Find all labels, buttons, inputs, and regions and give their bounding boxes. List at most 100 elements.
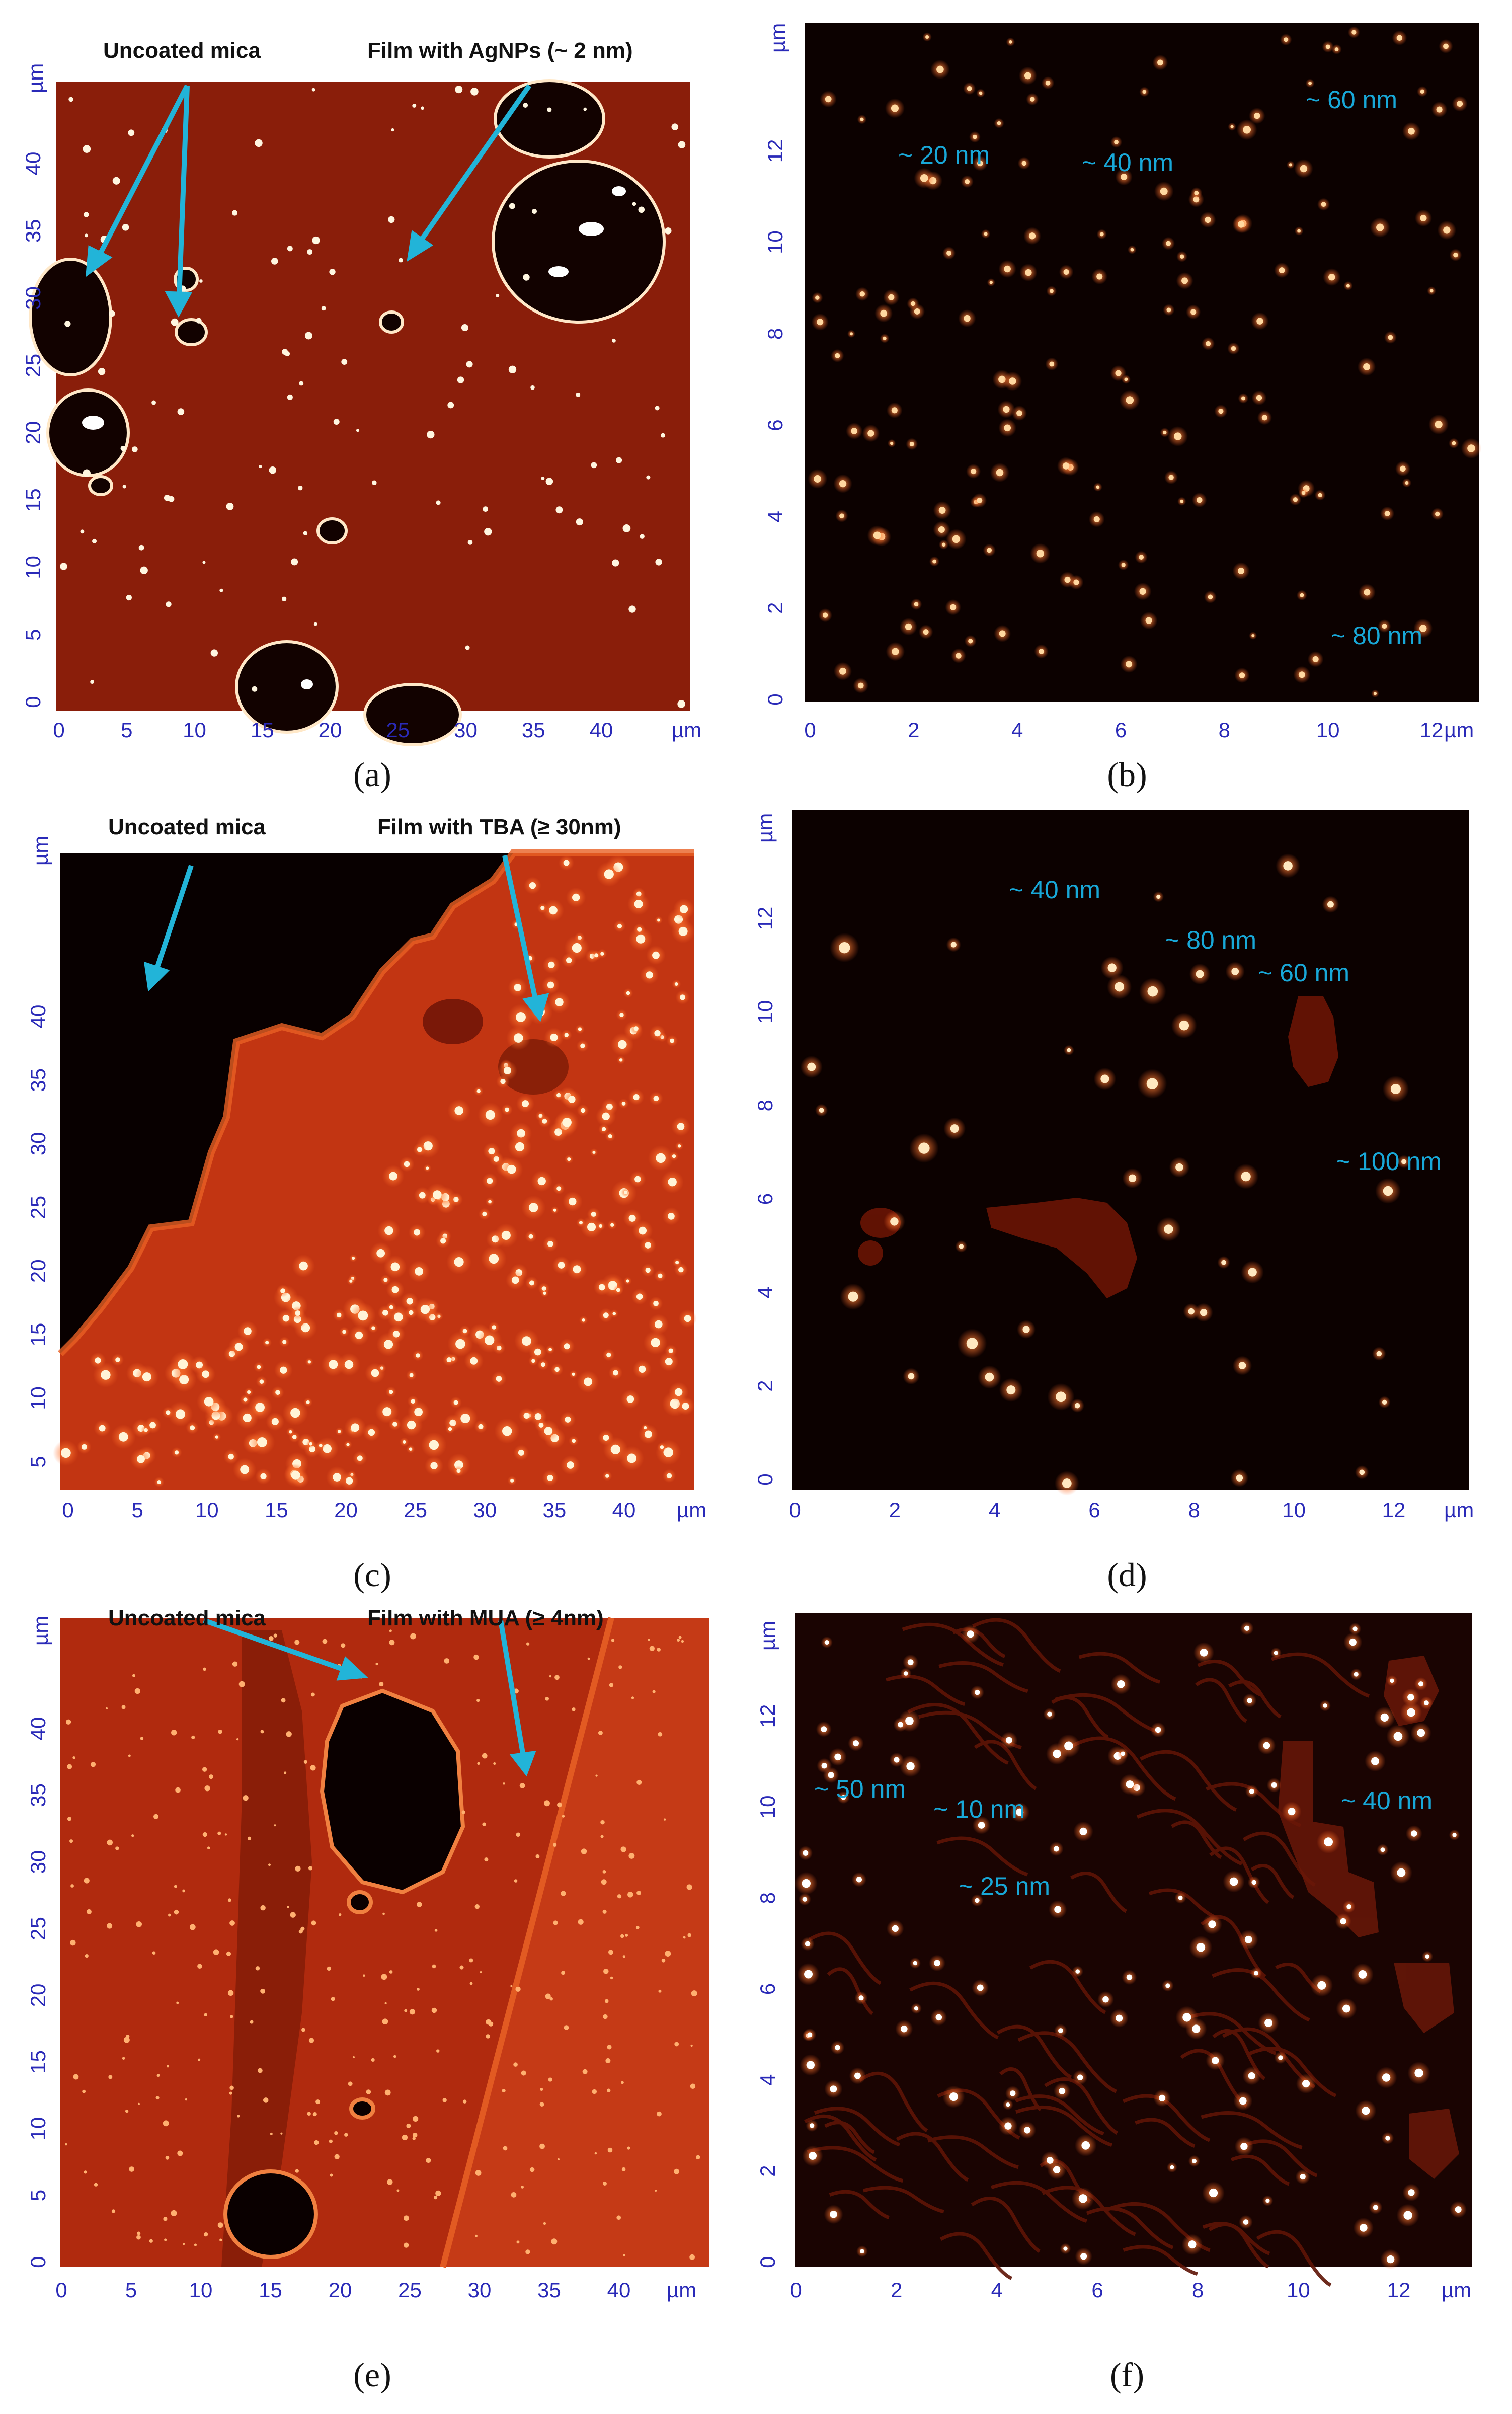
x-tick-label: 10 [1316, 718, 1340, 742]
y-tick-label: 0 [755, 1473, 777, 1485]
panel-d: µm µm ~ 40 nm ~ 80 nm ~ 60 nm ~ 100 nm 0… [753, 805, 1512, 1610]
caption-b: (b) [1107, 755, 1147, 794]
x-tick-label: 30 [473, 1498, 497, 1522]
x-tick-label: 5 [131, 1498, 143, 1522]
x-tick-label: 12 [1382, 1498, 1406, 1522]
y-tick-label: 10 [26, 1386, 50, 1410]
x-tick-label: 30 [454, 718, 478, 742]
y-tick-label: 25 [21, 354, 45, 377]
y-tick-label: 25 [26, 1196, 50, 1219]
y-tick-label: 12 [755, 907, 777, 930]
panel-c: Uncoated mica Film with TBA (≥ 30nm) µm … [0, 805, 755, 1610]
y-tick-label: 5 [21, 629, 45, 641]
x-tick-label: 2 [908, 718, 919, 742]
y-tick-label: 0 [756, 2256, 779, 2268]
y-tick-label: 20 [26, 1259, 50, 1283]
panel-a: Uncoated mica Film with AgNPs (~ 2 nm) µ… [0, 0, 755, 805]
panel-d-figure: µm µm ~ 40 nm ~ 80 nm ~ 60 nm ~ 100 nm 0… [753, 810, 1474, 1522]
x-tick-label: 0 [55, 2278, 67, 2302]
x-tick-label: 6 [1115, 718, 1127, 742]
label-film-a: Film with AgNPs (~ 2 nm) [367, 38, 633, 63]
x-tick-label: 10 [1282, 1498, 1306, 1522]
panel-c-figure: Uncoated mica Film with TBA (≥ 30nm) µm … [26, 815, 706, 1522]
x-tick-label: 0 [790, 2278, 802, 2302]
x-tick-label: 40 [612, 1498, 636, 1522]
y-tick-label: 0 [21, 696, 45, 708]
y-tick-label: 15 [21, 488, 45, 512]
caption-c: (c) [353, 1555, 391, 1594]
x-tick-label: 4 [991, 2278, 1003, 2302]
y-tick-label: 2 [756, 2165, 779, 2176]
x-tick-label: 0 [53, 718, 64, 742]
caption-f: (f) [1110, 2356, 1144, 2394]
y-tick-label: 2 [763, 602, 787, 614]
x-tick-label: 0 [62, 1498, 73, 1522]
size-label-b-2: ~ 40 nm [1082, 148, 1173, 177]
x-tick-label: 15 [251, 718, 274, 742]
label-uncoated-mica-e: Uncoated mica [108, 1610, 266, 1630]
y-tick-label: 35 [26, 1068, 50, 1092]
x-tick-label: 30 [468, 2278, 492, 2302]
panel-e: Uncoated mica Film with MUA (≥ 4nm) µm µ… [0, 1606, 755, 2411]
x-unit-f: µm [1442, 2278, 1471, 2302]
x-tick-label: 0 [789, 1498, 801, 1522]
y-tick-label: 40 [26, 1717, 50, 1741]
y-tick-label: 8 [763, 328, 787, 340]
x-unit-e: µm [667, 2278, 696, 2302]
y-tick-label: 35 [21, 219, 45, 243]
panel-b: µm µm ~ 20 nm ~ 40 nm ~ 60 nm ~ 80 nm 0 2… [755, 0, 1512, 805]
x-tick-label: 25 [404, 1498, 427, 1522]
caption-e: (e) [353, 2356, 391, 2394]
y-unit-f: µm [756, 1621, 779, 1651]
y-tick-label: 10 [21, 556, 45, 579]
x-tick-label: 35 [537, 2278, 561, 2302]
x-tick-label: 12 [1387, 2278, 1411, 2302]
y-tick-label: 15 [26, 1323, 50, 1347]
x-tick-label: 10 [1287, 2278, 1310, 2302]
x-tick-label: 8 [1219, 718, 1230, 742]
y-tick-label: 8 [756, 1892, 779, 1904]
x-tick-label: 40 [607, 2278, 631, 2302]
y-unit-b: µm [766, 23, 789, 53]
panel-e-figure: Uncoated mica Film with MUA (≥ 4nm) µm µ… [26, 1606, 709, 2302]
y-tick-label: 0 [26, 2256, 50, 2268]
y-tick-label: 25 [26, 1917, 50, 1940]
size-label-f-2: ~ 10 nm [933, 1795, 1025, 1823]
x-unit-d: µm [1444, 1498, 1474, 1522]
x-tick-label: 6 [1091, 2278, 1103, 2302]
x-tick-label: 8 [1188, 1498, 1200, 1522]
y-tick-label: 10 [26, 2117, 50, 2141]
x-tick-label: 15 [259, 2278, 282, 2302]
size-label-f-1: ~ 50 nm [814, 1775, 906, 1803]
y-tick-label: 20 [21, 421, 45, 445]
panel-a-figure: Uncoated mica Film with AgNPs (~ 2 nm) µ… [21, 38, 701, 746]
y-tick-label: 5 [26, 1456, 50, 1467]
y-tick-label: 30 [26, 1132, 50, 1155]
x-tick-label: 10 [183, 718, 206, 742]
x-tick-label: 25 [386, 718, 410, 742]
size-label-b-3: ~ 60 nm [1306, 86, 1397, 114]
y-tick-label: 40 [21, 152, 45, 176]
x-tick-label: 20 [319, 718, 342, 742]
x-unit-a: µm [672, 718, 701, 742]
y-tick-label: 6 [763, 419, 787, 431]
y-unit-e: µm [29, 1616, 52, 1646]
y-tick-label: 0 [763, 693, 787, 705]
x-tick-label: 35 [522, 718, 545, 742]
y-tick-label: 30 [21, 286, 45, 310]
size-label-d-3: ~ 60 nm [1258, 959, 1349, 987]
x-tick-label: 20 [329, 2278, 352, 2302]
y-tick-label: 40 [26, 1005, 50, 1029]
x-tick-label: 5 [125, 2278, 137, 2302]
afm-image-f [795, 1613, 1472, 2267]
y-tick-label: 20 [26, 1984, 50, 2007]
x-tick-label: 20 [334, 1498, 358, 1522]
size-label-b-1: ~ 20 nm [898, 141, 990, 169]
caption-d: (d) [1107, 1555, 1147, 1594]
size-label-d-1: ~ 40 nm [1009, 876, 1100, 904]
x-tick-label: 12 [1420, 718, 1444, 742]
label-uncoated-mica-c: Uncoated mica [108, 815, 266, 839]
y-tick-label: 5 [26, 2190, 50, 2201]
x-tick-label: 6 [1088, 1498, 1100, 1522]
y-tick-label: 12 [763, 139, 787, 163]
